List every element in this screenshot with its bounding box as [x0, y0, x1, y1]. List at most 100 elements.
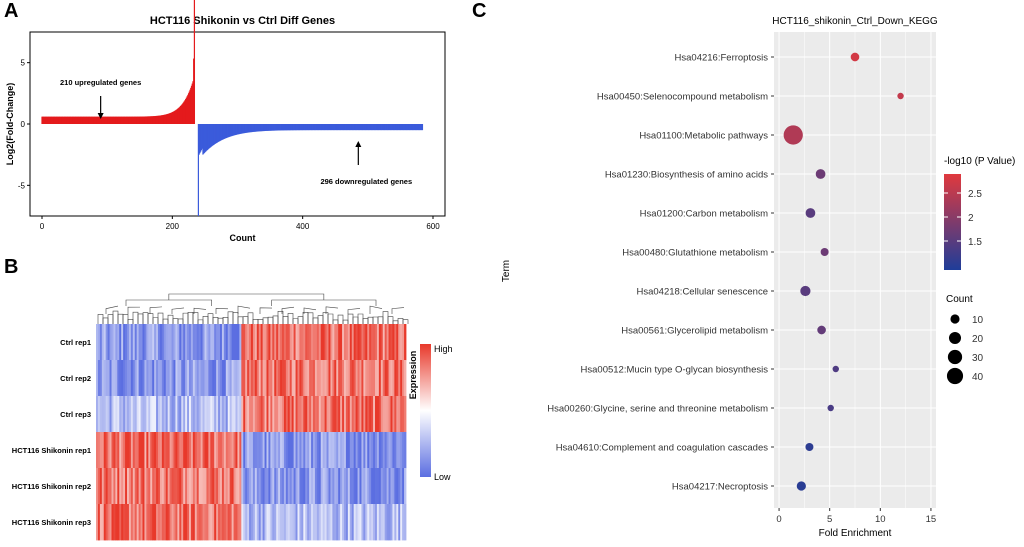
enrichment-point [820, 248, 829, 256]
heatmap-cell [183, 504, 186, 541]
heatmap-cell [303, 468, 306, 505]
heatmap-cell [190, 396, 194, 433]
heatmap-cell [340, 504, 343, 541]
heatmap-cell [136, 468, 140, 505]
heatmap-cell [285, 360, 289, 397]
heatmap-cell [373, 360, 376, 397]
heatmap-cell [146, 396, 149, 433]
heatmap-cell [357, 360, 360, 397]
heatmap-cell [398, 504, 401, 541]
heatmap-cell [291, 432, 295, 469]
dendro-leaf [392, 320, 399, 324]
heatmap-cell [256, 504, 260, 541]
heatmap-cell [357, 396, 360, 433]
heatmap-cell [97, 360, 101, 397]
heatmap-cell [173, 468, 176, 505]
x-axis-label: Count [230, 233, 256, 243]
heatmap-cell [101, 360, 105, 397]
heatmap-cell [398, 468, 401, 505]
heatmap-cell [204, 468, 207, 505]
heatmap-cell [138, 396, 141, 433]
heatmap-cell [241, 360, 244, 397]
heatmap-cell [227, 324, 231, 361]
heatmap-cell [301, 504, 304, 541]
heatmap-cell [318, 432, 322, 469]
heatmap-cell [396, 432, 399, 469]
heatmap-cell [247, 468, 250, 505]
heatmap-cell [235, 324, 238, 361]
heatmap-cell [202, 504, 205, 541]
size-legend-dot [950, 314, 960, 324]
heatmap-cell [119, 360, 122, 397]
heatmap-cell [156, 504, 159, 541]
heatmap-cell [189, 504, 192, 541]
dendro-left [125, 299, 212, 306]
heatmap-cell [311, 396, 314, 433]
heatmap-cell [396, 324, 399, 361]
heatmap-cell [206, 504, 209, 541]
heatmap-cell [371, 324, 374, 361]
heatmap-cell [320, 432, 324, 469]
heatmap-cell [156, 324, 159, 361]
heatmap-cell [192, 324, 196, 361]
heatmap-cell [371, 432, 374, 469]
heatmap-cell [115, 360, 118, 397]
heatmap-cell [373, 396, 376, 433]
heatmap-cell [363, 432, 366, 469]
heatmap-cell [123, 324, 126, 361]
heatmap-cell [105, 360, 109, 397]
panel-label-a: A [4, 0, 19, 22]
heatmap-cell [369, 396, 372, 433]
heatmap-cell [371, 360, 374, 397]
enrichment-point [815, 169, 826, 179]
dendro-branch [171, 307, 185, 314]
heatmap-cell [233, 360, 236, 397]
heatmap-cell [309, 468, 312, 505]
heatmap-cell [154, 360, 157, 397]
heatmap-cell [266, 432, 269, 469]
heatmap-cell [268, 468, 271, 505]
heatmap-cell [349, 432, 353, 469]
heatmap-cell [146, 324, 149, 361]
color-legend-title: -log10 (P Value) [944, 156, 1015, 167]
heatmap-cell [130, 504, 134, 541]
heatmap-cell [220, 468, 223, 505]
size-legend-dot [946, 367, 964, 385]
heatmap-cell [272, 360, 275, 397]
heatmap-cell [322, 432, 326, 469]
heatmap-cell [336, 432, 339, 469]
heatmap-cell [189, 396, 192, 433]
heatmap-cell [299, 468, 302, 505]
heatmap-cell [117, 468, 120, 505]
heatmap-cell [272, 468, 275, 505]
heatmap-cell [196, 360, 200, 397]
heatmap-cell [291, 396, 295, 433]
heatmap-cell [138, 324, 141, 361]
heatmap-cell [256, 324, 260, 361]
heatmap-cell [301, 468, 304, 505]
heatmap-cell [218, 324, 221, 361]
heatmap-cell [340, 396, 343, 433]
heatmap-cell [245, 432, 248, 469]
heatmap-cell [258, 432, 262, 469]
heatmap-cell [299, 432, 302, 469]
plot-background [774, 32, 936, 508]
expression-legend-high: High [434, 344, 453, 354]
heatmap-cell [165, 504, 169, 541]
dendro-leaf [357, 313, 364, 324]
heatmap-cell [109, 468, 112, 505]
heatmap-cell [402, 324, 405, 361]
heatmap-cell [127, 360, 130, 397]
heatmap-cell [123, 360, 126, 397]
heatmap-cell [208, 396, 211, 433]
heatmap-cell [380, 504, 384, 541]
heatmap-cell [376, 324, 380, 361]
heatmap-cell [355, 432, 358, 469]
heatmap-cell [396, 468, 399, 505]
heatmap-cell [134, 324, 138, 361]
heatmap-cell [276, 360, 279, 397]
heatmap-cell [349, 324, 353, 361]
heatmap-cell [390, 468, 393, 505]
heatmap-cell [328, 432, 331, 469]
heatmap-cell [266, 396, 269, 433]
